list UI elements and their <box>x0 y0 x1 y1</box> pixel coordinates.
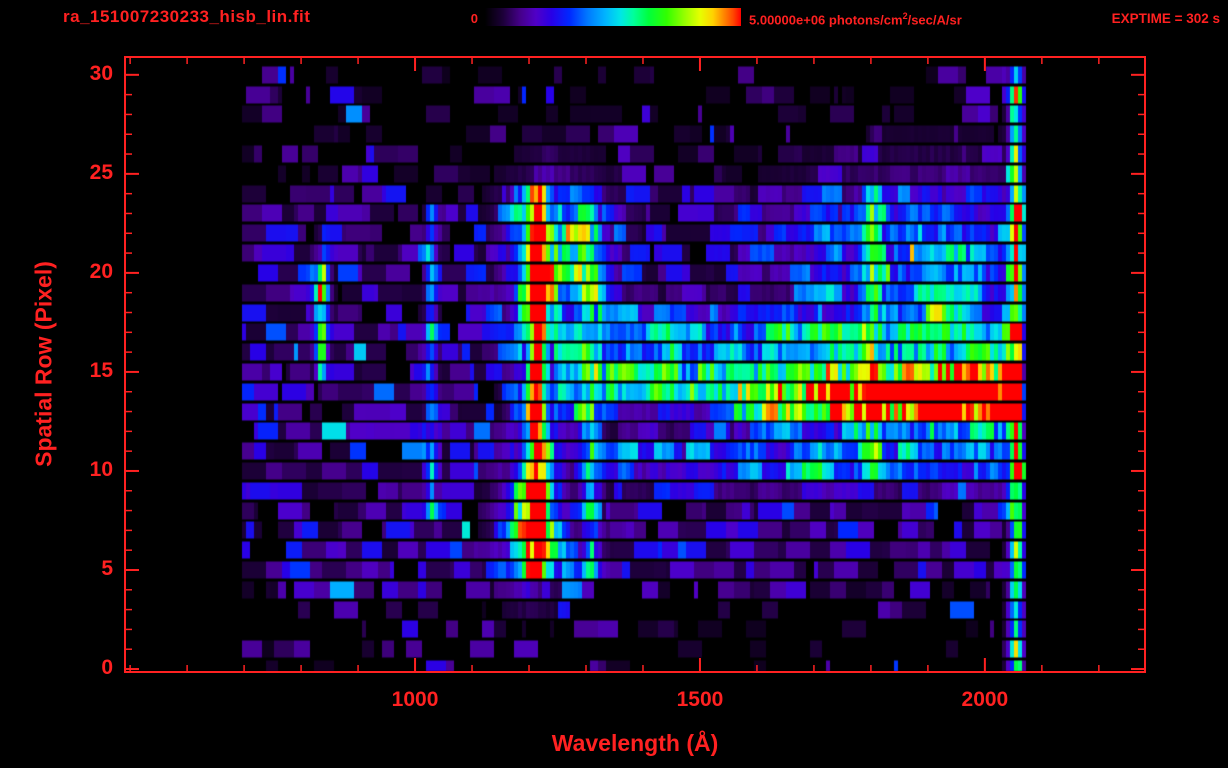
y-tick-label: 25 <box>89 160 113 184</box>
plot-frame <box>124 56 1146 673</box>
colorbar-max-prefix: 5.00000e+06 photons/cm <box>749 12 903 28</box>
y-tick-label: 0 <box>101 656 113 680</box>
colorbar-max-suffix: /sec/A/sr <box>907 12 962 28</box>
y-tick-label: 30 <box>89 61 113 85</box>
colorbar-gradient <box>485 8 741 26</box>
x-tick-label: 2000 <box>961 688 1009 711</box>
colorbar-min-label: 0 <box>470 11 478 26</box>
colorbar-max-superscript: 2 <box>902 11 908 21</box>
colorbar-max-label: 5.00000e+06 photons/cm2/sec/A/sr <box>749 11 962 27</box>
y-tick-label: 20 <box>89 259 113 283</box>
y-tick-label: 5 <box>101 556 113 580</box>
x-tick-label: 1500 <box>676 688 724 711</box>
file-title: ra_151007230233_hisb_lin.fit <box>63 7 311 26</box>
y-tick-label: 15 <box>89 358 113 382</box>
x-tick-label: 1000 <box>391 688 439 711</box>
y-tick-label: 10 <box>89 457 113 481</box>
x-axis-label: Wavelength (Å) <box>551 730 719 756</box>
exptime-label: EXPTIME = 302 s <box>1111 11 1220 26</box>
